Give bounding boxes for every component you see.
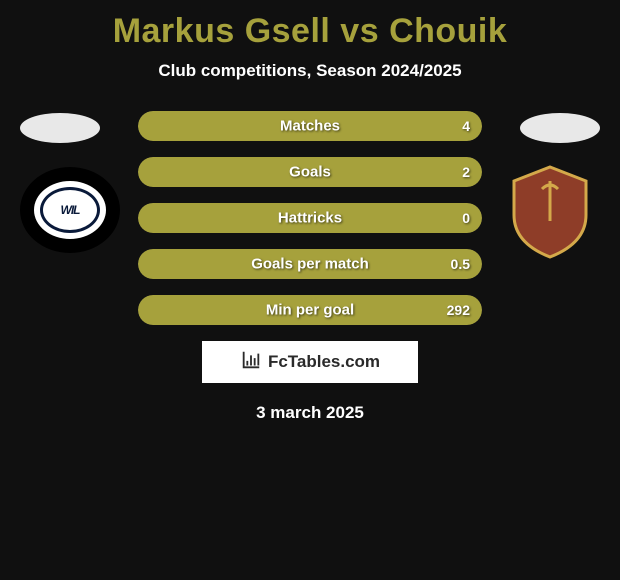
club-badge-left: WIL <box>20 167 120 253</box>
stat-row: Goals per match 0.5 <box>138 249 482 279</box>
stat-row: Goals 2 <box>138 157 482 187</box>
stat-right-value: 292 <box>447 302 470 318</box>
page-title: Markus Gsell vs Chouik <box>0 0 620 51</box>
stat-label: Matches <box>280 118 340 135</box>
stat-right-value: 0 <box>462 210 470 226</box>
stat-right-value: 2 <box>462 164 470 180</box>
stat-label: Hattricks <box>278 210 342 227</box>
stat-row: Hattricks 0 <box>138 203 482 233</box>
player-avatar-right <box>520 113 600 143</box>
stats-area: WIL Matches 4 Goals 2 Hattricks 0 Goals per ma… <box>0 111 620 325</box>
brand-text: FcTables.com <box>268 352 380 372</box>
stat-bars: Matches 4 Goals 2 Hattricks 0 Goals per match 0… <box>138 111 482 325</box>
stat-label: Goals per match <box>251 256 369 273</box>
player-avatar-left <box>20 113 100 143</box>
date-text: 3 march 2025 <box>0 403 620 423</box>
stat-label: Min per goal <box>266 302 354 319</box>
stat-row: Min per goal 292 <box>138 295 482 325</box>
stat-label: Goals <box>289 164 331 181</box>
stat-right-value: 4 <box>462 118 470 134</box>
page-subtitle: Club competitions, Season 2024/2025 <box>0 61 620 81</box>
club-badge-right <box>500 161 600 261</box>
stat-row: Matches 4 <box>138 111 482 141</box>
stat-right-value: 0.5 <box>451 256 470 272</box>
club-badge-left-text: WIL <box>61 203 80 217</box>
chart-icon <box>240 349 262 376</box>
brand-attribution: FcTables.com <box>202 341 418 383</box>
